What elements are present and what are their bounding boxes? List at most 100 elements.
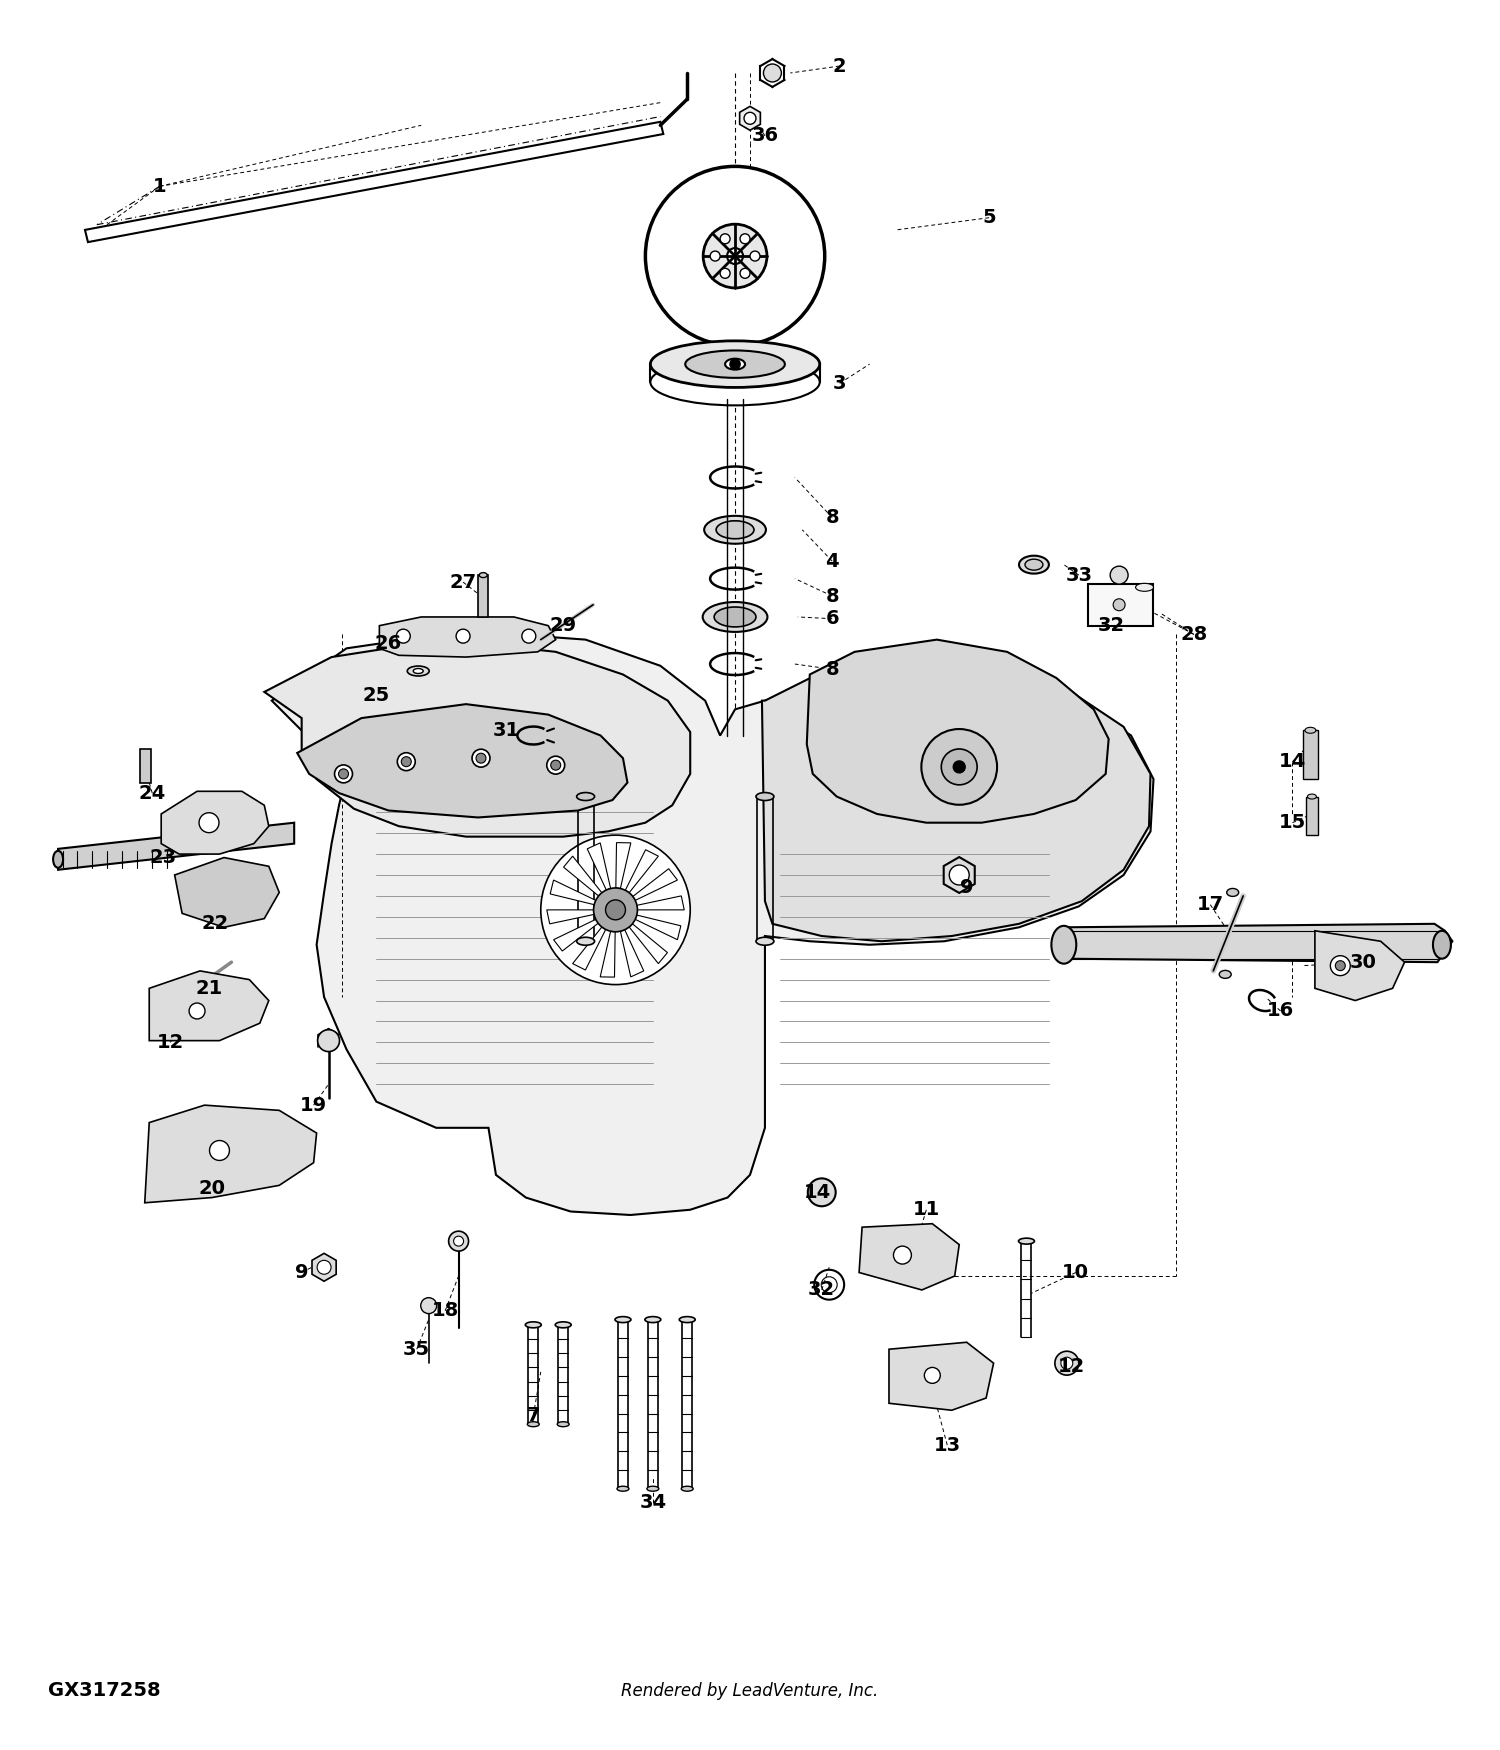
Circle shape — [453, 1236, 464, 1246]
Circle shape — [318, 1029, 339, 1052]
Ellipse shape — [1308, 794, 1317, 800]
Circle shape — [402, 756, 411, 766]
Text: 20: 20 — [198, 1180, 225, 1199]
Circle shape — [730, 359, 740, 369]
Ellipse shape — [1052, 926, 1077, 964]
Polygon shape — [634, 915, 681, 940]
Ellipse shape — [686, 350, 784, 378]
Circle shape — [189, 1003, 206, 1018]
Ellipse shape — [724, 359, 746, 369]
Ellipse shape — [646, 1486, 658, 1491]
Circle shape — [808, 1178, 836, 1206]
Polygon shape — [86, 123, 663, 242]
Polygon shape — [633, 868, 678, 900]
Text: 15: 15 — [1280, 814, 1306, 833]
Ellipse shape — [480, 572, 488, 578]
Polygon shape — [160, 791, 268, 854]
Circle shape — [924, 1367, 940, 1382]
Circle shape — [594, 887, 638, 931]
Circle shape — [472, 749, 490, 766]
Text: 28: 28 — [1180, 625, 1208, 644]
Polygon shape — [264, 639, 690, 836]
Text: 1: 1 — [153, 177, 166, 196]
Ellipse shape — [1019, 1239, 1035, 1244]
Text: 8: 8 — [825, 660, 839, 679]
Polygon shape — [666, 198, 723, 234]
Text: 3: 3 — [833, 374, 846, 392]
Polygon shape — [554, 919, 598, 950]
Text: 31: 31 — [494, 721, 520, 740]
Ellipse shape — [576, 793, 594, 800]
Ellipse shape — [680, 1316, 694, 1323]
Text: 32: 32 — [1098, 616, 1125, 635]
Ellipse shape — [704, 516, 766, 544]
Circle shape — [952, 761, 964, 774]
Polygon shape — [380, 618, 555, 656]
Ellipse shape — [616, 1486, 628, 1491]
Text: 17: 17 — [1197, 896, 1224, 914]
Text: 29: 29 — [549, 616, 578, 635]
Polygon shape — [600, 931, 615, 976]
Ellipse shape — [525, 1321, 542, 1328]
Polygon shape — [144, 1106, 316, 1202]
Circle shape — [339, 768, 348, 779]
Circle shape — [740, 268, 750, 278]
Circle shape — [894, 1246, 912, 1264]
Text: 10: 10 — [1062, 1264, 1089, 1283]
Text: 14: 14 — [804, 1183, 831, 1202]
Circle shape — [456, 630, 470, 642]
Text: 27: 27 — [450, 572, 477, 592]
Text: 12: 12 — [156, 1032, 184, 1052]
Polygon shape — [58, 822, 294, 870]
Ellipse shape — [528, 1421, 540, 1426]
Text: 35: 35 — [404, 1340, 430, 1358]
Ellipse shape — [651, 341, 819, 387]
Ellipse shape — [756, 793, 774, 800]
Polygon shape — [272, 632, 1154, 1214]
Text: 7: 7 — [526, 1405, 540, 1424]
Ellipse shape — [555, 1321, 572, 1328]
Polygon shape — [711, 168, 746, 231]
Text: 9: 9 — [960, 878, 974, 896]
Circle shape — [740, 234, 750, 243]
Text: 34: 34 — [639, 1493, 666, 1512]
Polygon shape — [573, 928, 606, 970]
Text: 5: 5 — [982, 208, 996, 228]
Text: 9: 9 — [296, 1264, 309, 1283]
Ellipse shape — [716, 522, 754, 539]
Polygon shape — [174, 858, 279, 928]
Ellipse shape — [1024, 560, 1042, 570]
Polygon shape — [944, 858, 975, 892]
Circle shape — [764, 65, 782, 82]
Text: 32: 32 — [808, 1281, 836, 1300]
Circle shape — [542, 835, 690, 985]
Circle shape — [921, 730, 998, 805]
Ellipse shape — [576, 938, 594, 945]
Text: 19: 19 — [300, 1096, 327, 1115]
Circle shape — [720, 268, 730, 278]
Circle shape — [744, 112, 756, 124]
Polygon shape — [859, 1223, 958, 1290]
Polygon shape — [645, 240, 711, 266]
Polygon shape — [710, 280, 730, 345]
Polygon shape — [628, 924, 668, 964]
Text: 11: 11 — [912, 1200, 940, 1220]
Circle shape — [1335, 961, 1346, 971]
Circle shape — [420, 1298, 436, 1314]
Circle shape — [1054, 1351, 1078, 1376]
Polygon shape — [1316, 931, 1404, 1001]
Ellipse shape — [714, 607, 756, 626]
Text: 13: 13 — [933, 1435, 962, 1454]
Polygon shape — [548, 910, 594, 924]
Ellipse shape — [615, 1316, 632, 1323]
Text: 24: 24 — [138, 784, 166, 803]
Circle shape — [704, 224, 766, 289]
Polygon shape — [890, 1342, 993, 1410]
Ellipse shape — [1136, 583, 1154, 592]
Polygon shape — [638, 896, 684, 910]
Ellipse shape — [1432, 931, 1450, 959]
Polygon shape — [753, 178, 780, 240]
Text: 18: 18 — [432, 1302, 459, 1321]
Ellipse shape — [556, 1421, 568, 1426]
Polygon shape — [148, 971, 268, 1041]
